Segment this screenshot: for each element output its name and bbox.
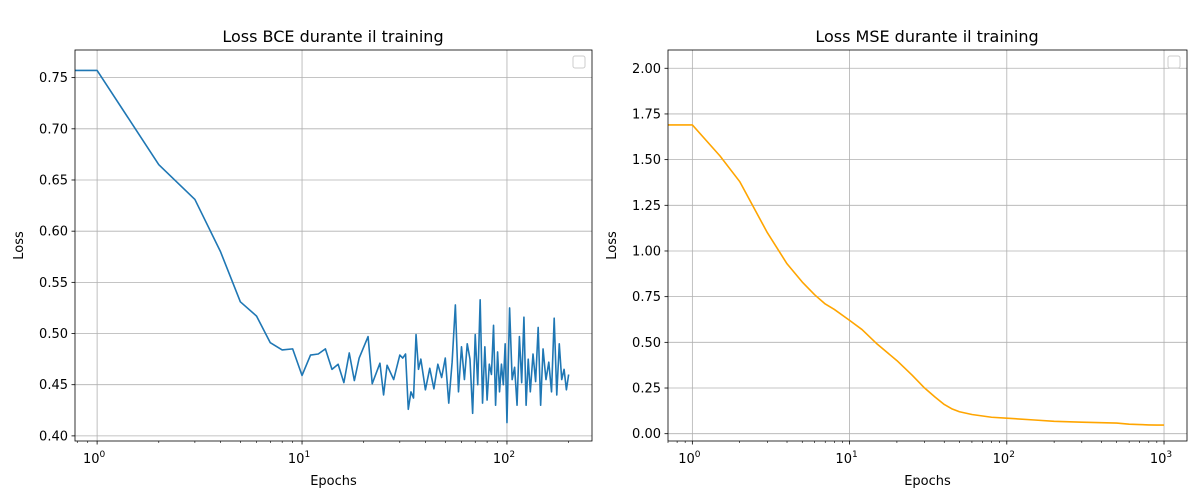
bce-x-tick-label: 102 bbox=[493, 450, 515, 467]
bce-x-tick-label: 100 bbox=[83, 450, 106, 467]
bce-y-axis-label: Loss bbox=[12, 231, 27, 260]
bce-x-ticks: 100 101 102 bbox=[76, 441, 569, 467]
bce-x-axis-label: Epochs bbox=[310, 474, 357, 489]
mse-legend-box bbox=[1167, 55, 1181, 69]
mse-y-axis-label: Loss bbox=[605, 231, 620, 260]
mse-grid bbox=[668, 50, 1187, 441]
bce-plot-frame bbox=[74, 49, 593, 442]
bce-loss-line bbox=[75, 69, 570, 424]
mse-series bbox=[668, 124, 1165, 426]
bce-x-tick-exponent: 1 bbox=[304, 450, 310, 460]
mse-x-tick-exponent: 3 bbox=[1166, 450, 1172, 460]
mse-y-tick-label: 0.50 bbox=[632, 336, 661, 351]
bce-y-tick-label: 0.65 bbox=[39, 173, 68, 188]
bce-y-tick-label: 0.70 bbox=[39, 122, 68, 137]
bce-loss-chart: 100 101 102 0.400.450.500.550.600.650.700.… bbox=[12, 27, 593, 489]
mse-x-tick-label: 103 bbox=[1150, 450, 1172, 467]
bce-y-tick-label: 0.50 bbox=[39, 327, 68, 342]
mse-chart-title: Loss MSE durante il training bbox=[815, 27, 1038, 46]
mse-x-tick-exponent: 1 bbox=[852, 450, 858, 460]
mse-y-tick-label: 0.00 bbox=[632, 427, 661, 442]
mse-x-tick-exponent: 0 bbox=[695, 450, 701, 460]
bce-x-tick-exponent: 2 bbox=[509, 450, 515, 460]
bce-y-tick-label: 0.60 bbox=[39, 225, 68, 240]
bce-legend-box bbox=[572, 55, 586, 69]
mse-x-tick-label: 100 bbox=[678, 450, 701, 467]
mse-loss-line bbox=[668, 124, 1165, 426]
bce-y-tick-label: 0.55 bbox=[39, 276, 68, 291]
bce-chart-title: Loss BCE durante il training bbox=[222, 27, 443, 46]
mse-x-tick-label: 101 bbox=[835, 450, 857, 467]
bce-y-tick-label: 0.40 bbox=[39, 429, 68, 444]
bce-y-tick-label: 0.45 bbox=[39, 378, 68, 393]
mse-plot-frame bbox=[667, 49, 1188, 442]
bce-x-tick-exponent: 0 bbox=[100, 450, 106, 460]
mse-x-tick-label: 102 bbox=[993, 450, 1015, 467]
bce-y-tick-label: 0.75 bbox=[39, 71, 68, 86]
mse-x-axis-label: Epochs bbox=[904, 474, 951, 489]
mse-loss-chart: 100 101 102 103 0.000.250.500.751.001.251.5… bbox=[605, 27, 1188, 489]
mse-y-tick-label: 1.75 bbox=[632, 107, 661, 122]
bce-x-tick-label: 101 bbox=[288, 450, 310, 467]
mse-y-tick-label: 2.00 bbox=[632, 62, 661, 77]
bce-y-ticks: 0.40 0.45 0.50 0.55 0.60 0.65 0.70 0.75 bbox=[39, 71, 75, 444]
mse-y-ticks: 0.00 0.25 0.50 0.75 1.00 1.25 1.50 1.75 2.00 bbox=[632, 62, 668, 442]
mse-y-tick-label: 0.75 bbox=[632, 290, 661, 305]
bce-series bbox=[75, 69, 570, 424]
bce-grid bbox=[75, 50, 592, 441]
mse-y-tick-label: 1.50 bbox=[632, 153, 661, 168]
mse-y-tick-label: 1.25 bbox=[632, 199, 661, 214]
mse-x-tick-exponent: 2 bbox=[1009, 450, 1015, 460]
mse-x-ticks: 100 101 102 103 bbox=[667, 441, 1172, 467]
mse-y-tick-label: 0.25 bbox=[632, 382, 661, 397]
mse-y-tick-label: 1.00 bbox=[632, 244, 661, 259]
